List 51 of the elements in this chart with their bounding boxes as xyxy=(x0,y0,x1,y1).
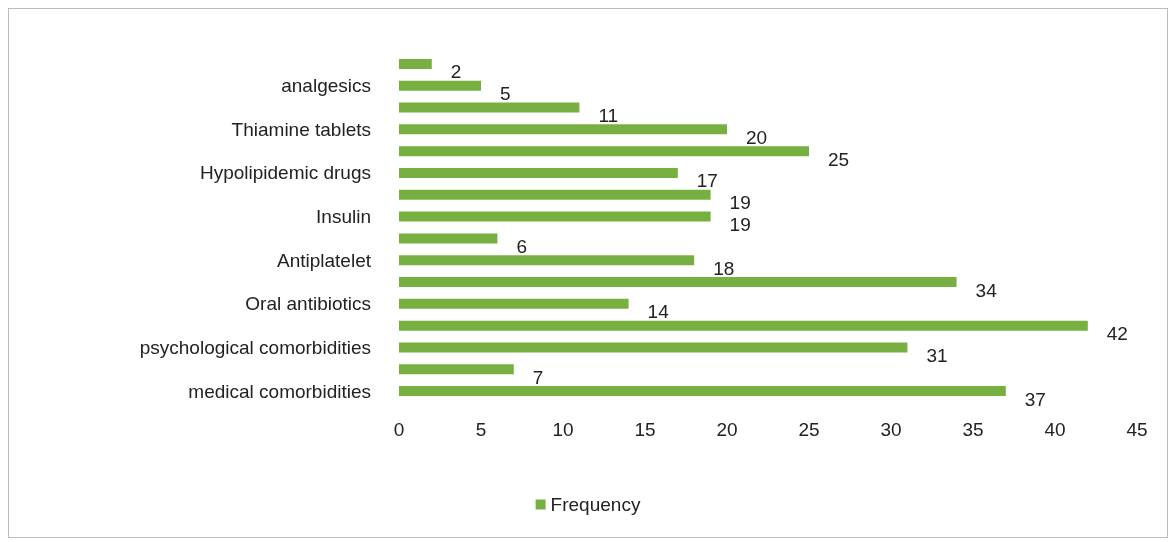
data-label: 20 xyxy=(746,126,768,148)
y-tick-label: medical comorbidities xyxy=(188,380,371,402)
data-label: 34 xyxy=(975,279,998,301)
y-tick-label: Oral antibiotics xyxy=(245,293,371,315)
bar xyxy=(399,58,432,69)
bar xyxy=(399,146,809,157)
bar xyxy=(399,386,1006,397)
x-tick-label: 10 xyxy=(552,419,574,440)
x-tick-label: 45 xyxy=(1126,419,1148,440)
bar xyxy=(399,124,727,135)
bar xyxy=(399,364,514,375)
bar xyxy=(399,298,629,309)
x-tick-label: 30 xyxy=(880,419,902,440)
legend-label: Frequency xyxy=(550,494,641,515)
data-label: 25 xyxy=(828,148,850,170)
bar xyxy=(399,211,711,222)
data-label: 6 xyxy=(516,235,527,257)
bar xyxy=(399,277,957,288)
y-tick-label: psychological comorbidities xyxy=(139,336,371,358)
data-label: 37 xyxy=(1024,388,1046,410)
x-tick-label: 20 xyxy=(716,419,738,440)
x-tick-label: 40 xyxy=(1044,419,1066,440)
y-tick-label: Thiamine tablets xyxy=(231,118,371,140)
x-tick-label: 25 xyxy=(798,419,820,440)
bar xyxy=(399,80,481,91)
bar xyxy=(399,255,695,266)
x-tick-label: 5 xyxy=(475,419,487,440)
x-tick-label: 0 xyxy=(393,419,405,440)
data-label: 2 xyxy=(450,61,462,83)
bar xyxy=(399,320,1088,331)
data-label: 17 xyxy=(696,170,718,192)
data-label: 19 xyxy=(729,192,751,214)
data-label: 7 xyxy=(532,366,544,388)
data-label: 19 xyxy=(729,214,751,236)
data-label: 42 xyxy=(1106,323,1128,345)
data-label: 14 xyxy=(647,301,670,323)
bar xyxy=(399,189,711,200)
y-tick-label: Antiplatelet xyxy=(276,249,372,271)
bar xyxy=(399,342,908,353)
data-label: 11 xyxy=(598,105,619,127)
data-label: 5 xyxy=(500,83,511,105)
y-tick-label: Insulin xyxy=(316,206,371,228)
x-tick-label: 15 xyxy=(634,419,656,440)
bar xyxy=(399,233,498,244)
bar xyxy=(399,167,678,178)
y-tick-label: analgesics xyxy=(281,75,371,97)
x-tick-label: 35 xyxy=(962,419,984,440)
data-label: 18 xyxy=(713,257,735,279)
y-tick-label: Hypolipidemic drugs xyxy=(199,162,371,184)
bar xyxy=(399,102,580,113)
data-label: 31 xyxy=(926,344,948,366)
